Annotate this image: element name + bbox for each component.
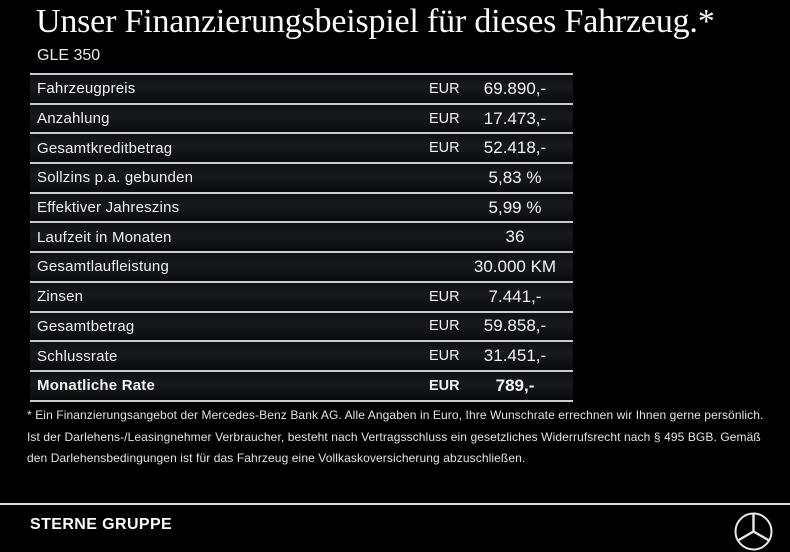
financing-example: Unser Finanzierungsbeispiel für dieses F… <box>0 0 790 465</box>
table-row: Effektiver Jahreszins 5,99 % <box>30 191 573 222</box>
table-row: Gesamtlaufleistung 30.000 KM <box>30 251 573 281</box>
row-label: Laufzeit in Monaten <box>37 228 172 246</box>
financing-table: Fahrzeugpreis EUR 69.890,- Anzahlung EUR 17.4… <box>30 73 573 402</box>
row-currency: EUR <box>429 377 460 394</box>
row-currency: EUR <box>429 80 460 97</box>
mercedes-benz-star-icon <box>734 512 773 551</box>
row-value: 17.473,- <box>483 108 547 128</box>
page-title: Unser Finanzierungsbeispiel für dieses F… <box>36 3 715 40</box>
row-currency: EUR <box>429 318 460 335</box>
row-label: Zinsen <box>37 288 84 306</box>
dealer-name: STERNE GRUPPE <box>30 516 173 533</box>
row-currency: EUR <box>429 140 460 157</box>
row-value: 31.451,- <box>483 346 547 366</box>
table-row: Anzahlung EUR 17.473,- <box>30 102 573 133</box>
row-value: 69.890,- <box>483 78 547 98</box>
row-currency: EUR <box>429 110 460 127</box>
table-row: Monatliche Rate EUR 789,- <box>30 369 573 400</box>
row-currency: EUR <box>429 348 460 365</box>
table-row: Zinsen EUR 7.441,- <box>30 280 573 311</box>
row-value: 7.441,- <box>488 286 542 306</box>
table-row: Schlussrate EUR 31.451,- <box>30 340 573 370</box>
footnote-text: * Ein Finanzierungsangebot der Mercedes-… <box>27 408 764 465</box>
row-label: Fahrzeugpreis <box>37 80 136 98</box>
row-value: 52.418,- <box>483 138 547 158</box>
row-label: Anzahlung <box>37 110 110 128</box>
row-label: Monatliche Rate <box>37 377 156 395</box>
row-value: 5,99 % <box>488 197 542 217</box>
table-row: Sollzins p.a. gebunden 5,83 % <box>30 162 573 192</box>
row-label: Sollzins p.a. gebunden <box>37 169 194 187</box>
row-label: Gesamtkreditbetrag <box>37 139 173 157</box>
row-value: 36 <box>505 227 525 247</box>
row-label: Effektiver Jahreszins <box>37 199 180 217</box>
row-label: Gesamtlaufleistung <box>37 258 170 276</box>
row-value: 789,- <box>495 375 535 395</box>
vehicle-model: GLE 350 <box>37 47 101 64</box>
row-value: 30.000 KM <box>473 256 557 276</box>
row-value: 5,83 % <box>488 167 542 187</box>
row-currency: EUR <box>429 288 460 305</box>
footer-divider <box>0 503 790 505</box>
table-row: Laufzeit in Monaten 36 <box>30 221 573 252</box>
row-value: 59.858,- <box>483 316 547 336</box>
table-row: Fahrzeugpreis EUR 69.890,- <box>30 73 573 103</box>
table-row: Gesamtbetrag EUR 59.858,- <box>30 310 573 341</box>
row-label: Gesamtbetrag <box>37 317 135 335</box>
row-label: Schlussrate <box>37 347 118 365</box>
table-row: Gesamtkreditbetrag EUR 52.418,- <box>30 132 573 163</box>
